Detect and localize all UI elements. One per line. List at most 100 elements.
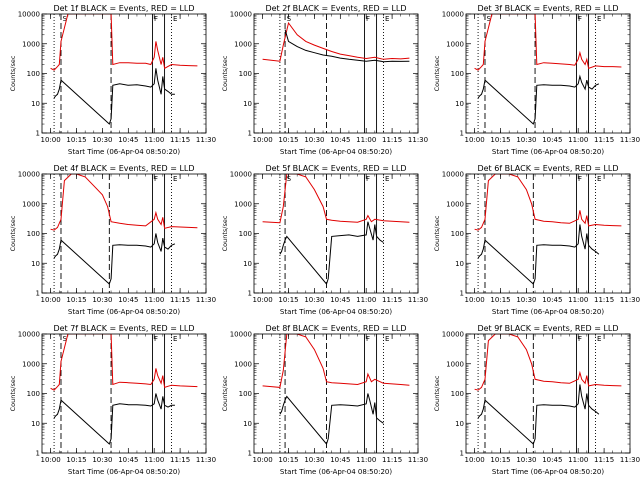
y-tick-label: 10: [455, 260, 464, 268]
x-tick-label: 10:00: [41, 136, 61, 144]
y-tick-label: 1: [36, 130, 40, 138]
x-tick-label: 10:45: [118, 296, 138, 304]
marker-label: S: [486, 15, 491, 23]
y-tick-label: 10: [243, 420, 252, 428]
x-tick-label: 11:30: [196, 456, 216, 464]
marker-label: F: [154, 15, 158, 23]
panel-det-7: Det 7f BLACK = Events, RED = LLD Counts/s…: [9, 324, 216, 476]
panel-title: Det 1f BLACK = Events, RED = LLD: [53, 4, 194, 13]
y-tick-label: 1: [460, 290, 464, 298]
y-tick-label: 100: [27, 70, 40, 78]
marker-label: F: [578, 175, 582, 183]
series-events-line: [53, 233, 176, 285]
y-tick-label: 10000: [230, 331, 252, 339]
y-tick-label: 10000: [18, 171, 40, 179]
series-events-line: [477, 384, 600, 445]
series-lld-line: [262, 174, 410, 224]
series-lld-line: [50, 174, 198, 231]
series-events-line: [477, 224, 600, 285]
x-tick-label: 11:00: [356, 456, 376, 464]
x-tick-label: 10:00: [253, 456, 273, 464]
marker-label: E: [173, 335, 177, 343]
y-tick-label: 1000: [22, 40, 40, 48]
x-tick-label: 10:30: [304, 136, 324, 144]
y-tick-label: 1000: [22, 200, 40, 208]
x-tick-label: 10:45: [118, 456, 138, 464]
x-tick-label: 11:00: [144, 136, 164, 144]
marker-label: E: [597, 335, 601, 343]
marker-label: S: [287, 15, 292, 23]
y-tick-label: 10: [243, 260, 252, 268]
x-tick-label: 11:15: [382, 296, 402, 304]
x-tick-label: 10:45: [330, 136, 350, 144]
x-tick-label: 11:30: [408, 456, 428, 464]
x-tick-label: 11:30: [620, 296, 640, 304]
series-events-line: [53, 68, 175, 125]
x-tick-label: 11:15: [594, 456, 614, 464]
x-tick-label: 10:30: [92, 136, 112, 144]
y-tick-label: 10: [31, 420, 40, 428]
y-tick-label: 1: [248, 130, 252, 138]
marker-label: F: [154, 335, 158, 343]
x-tick-label: 11:00: [568, 136, 588, 144]
x-tick-label: 11:00: [144, 296, 164, 304]
panel-det-5: Det 5f BLACK = Events, RED = LLD Counts/s…: [221, 164, 428, 316]
marker-label: S: [62, 335, 67, 343]
series-lld-line: [50, 14, 198, 71]
x-tick-label: 10:00: [465, 296, 485, 304]
x-axis-label: Start Time (06-Apr-04 08:50:20): [280, 468, 392, 476]
y-tick-label: 100: [451, 230, 464, 238]
y-tick-label: 1000: [446, 360, 464, 368]
series-events-line: [53, 393, 175, 445]
y-axis-label: Counts/sec: [433, 55, 441, 91]
marker-label: E: [173, 175, 177, 183]
x-tick-label: 10:30: [516, 296, 536, 304]
x-tick-label: 10:00: [253, 296, 273, 304]
x-tick-label: 11:00: [356, 136, 376, 144]
y-tick-label: 100: [239, 70, 252, 78]
panel-title: Det 9f BLACK = Events, RED = LLD: [477, 324, 618, 333]
marker-label: F: [154, 175, 158, 183]
plot-frame: [41, 173, 207, 294]
x-tick-label: 11:15: [170, 456, 190, 464]
x-tick-label: 11:00: [144, 456, 164, 464]
x-axis-label: Start Time (06-Apr-04 08:50:20): [492, 468, 604, 476]
x-tick-label: 11:30: [408, 136, 428, 144]
series-events-line: [279, 221, 384, 286]
x-axis-label: Start Time (06-Apr-04 08:50:20): [492, 148, 604, 156]
marker-label: E: [385, 15, 389, 23]
series-lld-line: [262, 21, 410, 62]
x-tick-label: 10:45: [542, 136, 562, 144]
y-tick-label: 1000: [22, 360, 40, 368]
panel-title: Det 7f BLACK = Events, RED = LLD: [53, 324, 194, 333]
y-tick-label: 1: [36, 290, 40, 298]
y-axis-label: Counts/sec: [9, 375, 17, 411]
y-axis-label: Counts/sec: [433, 215, 441, 251]
plot-frame: [465, 333, 631, 454]
panel-title: Det 2f BLACK = Events, RED = LLD: [265, 4, 406, 13]
y-tick-label: 100: [451, 390, 464, 398]
x-tick-label: 10:30: [516, 136, 536, 144]
x-tick-label: 11:00: [568, 296, 588, 304]
x-axis-label: Start Time (06-Apr-04 08:50:20): [68, 468, 180, 476]
plot-frame: [253, 173, 419, 294]
y-tick-label: 1000: [234, 40, 252, 48]
x-tick-label: 10:15: [66, 296, 86, 304]
x-tick-label: 10:45: [542, 456, 562, 464]
series-events-line: [477, 74, 600, 125]
x-axis-label: Start Time (06-Apr-04 08:50:20): [68, 148, 180, 156]
y-tick-label: 1000: [234, 360, 252, 368]
y-tick-label: 10000: [18, 331, 40, 339]
y-tick-label: 100: [27, 230, 40, 238]
marker-label: E: [597, 15, 601, 23]
x-tick-label: 11:30: [196, 296, 216, 304]
marker-label: E: [173, 15, 177, 23]
y-tick-label: 10000: [442, 11, 464, 19]
panel-title: Det 8f BLACK = Events, RED = LLD: [265, 324, 406, 333]
panel-title: Det 5f BLACK = Events, RED = LLD: [265, 164, 406, 173]
y-tick-label: 1: [248, 450, 252, 458]
marker-label: F: [578, 335, 582, 343]
y-tick-label: 10: [455, 100, 464, 108]
y-tick-label: 10: [31, 100, 40, 108]
